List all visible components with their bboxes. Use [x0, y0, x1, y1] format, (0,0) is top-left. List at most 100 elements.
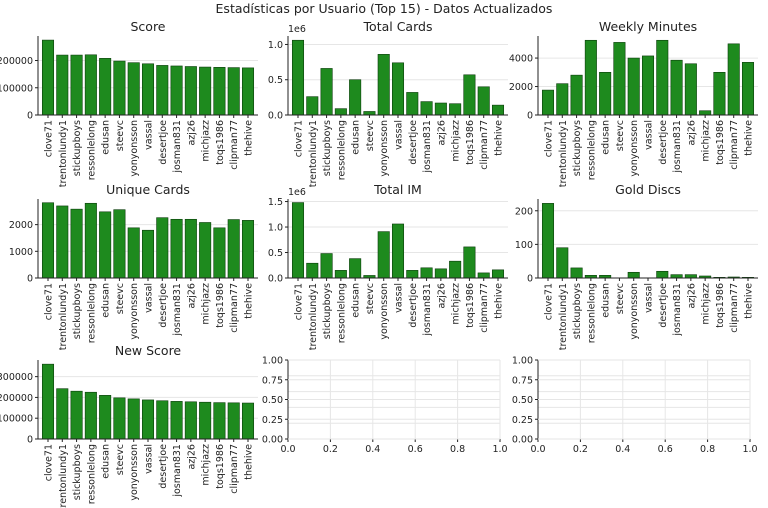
x-tick-label: toqs1986 [715, 283, 726, 328]
x-tick-label: azj26 [186, 444, 197, 470]
bar [170, 218, 183, 279]
y-tick-label: 1.0 [268, 223, 283, 234]
x-tick-label: josman831 [172, 444, 183, 498]
bar [699, 110, 712, 116]
bar [41, 363, 55, 440]
x-tick-label: azj26 [436, 283, 447, 309]
bar [727, 43, 740, 116]
x-tick-label: vassal [144, 120, 155, 150]
bar [641, 55, 655, 116]
bar [349, 258, 362, 279]
x-tick-label: trentonlundy1 [308, 283, 319, 350]
bar [241, 220, 255, 279]
bar [141, 399, 155, 440]
bar [670, 59, 683, 116]
x-tick-label: michjazz [701, 283, 712, 325]
x-tick-label: josman831 [672, 283, 683, 337]
x-tick-label: josman831 [422, 120, 433, 174]
bar [713, 71, 726, 116]
x-tick-label: 0.0 [530, 444, 545, 455]
x-tick-label: michjazz [201, 283, 212, 325]
subplot-6: Gold Discs 0 100 200 clove71 trentonlundy1 sti… [515, 182, 758, 350]
y-tick-label: 0.5 [268, 75, 283, 86]
bar [434, 268, 447, 279]
subplot-7: New Score 0 100000 200000 300000 clove71 trent… [0, 343, 258, 508]
bar [213, 67, 226, 116]
bar [41, 39, 55, 116]
x-tick-label: yonyonsson [379, 283, 390, 340]
x-tick-label: vassal [394, 120, 405, 150]
x-tick-label: vassal [144, 283, 155, 313]
bar [199, 222, 212, 279]
bar [184, 218, 197, 279]
x-tick-label: 1.0 [742, 444, 757, 455]
x-tick-label: clove71 [44, 444, 55, 481]
bar [491, 104, 505, 116]
x-tick-label: desertjoe [158, 444, 169, 489]
x-tick-label: desertjoe [408, 120, 419, 165]
bar [70, 208, 83, 279]
x-tick-label: thehive [744, 120, 755, 156]
x-tick-label: thehive [744, 283, 755, 319]
bar [227, 219, 240, 279]
x-tick-label: yonyonsson [129, 120, 140, 177]
x-tick-label: ressonlelong [336, 283, 347, 343]
y-tick-label: 0 [27, 111, 33, 122]
y-tick-label: 1.0 [268, 40, 283, 51]
bar [449, 260, 462, 279]
bar [56, 205, 69, 279]
x-tick-label: josman831 [672, 120, 683, 174]
x-tick-label: desertjoe [658, 283, 669, 328]
subplot-title: Score [130, 19, 165, 34]
y-offset-label: 1e6 [288, 24, 306, 35]
x-tick-label: ressonlelong [86, 444, 97, 504]
bar [156, 400, 169, 440]
x-tick-label: ressonlelong [336, 120, 347, 180]
x-tick-label: thehive [244, 283, 255, 319]
y-tick-label: 0.75 [512, 375, 533, 386]
bar [141, 63, 155, 116]
bar [306, 96, 319, 116]
subplot-title: Weekly Minutes [599, 19, 697, 34]
x-tick-label: desertjoe [408, 283, 419, 328]
x-tick-label: edusan [351, 120, 362, 155]
bar [113, 209, 126, 279]
x-tick-label: steevc [115, 444, 126, 475]
bar [70, 54, 83, 116]
y-tick-label: 0.75 [262, 375, 283, 386]
x-tick-label: clove71 [544, 283, 555, 320]
x-tick-label: 0.4 [615, 444, 630, 455]
bar [463, 246, 476, 279]
x-tick-label: ressonlelong [86, 120, 97, 180]
x-tick-label: 0.8 [700, 444, 715, 455]
bar [406, 92, 419, 116]
x-tick-label: trentonlundy1 [58, 283, 69, 350]
y-tick-label: 0 [527, 111, 533, 122]
bar [556, 83, 569, 116]
bar [541, 89, 555, 116]
bar [684, 63, 697, 116]
bar [320, 68, 333, 116]
x-tick-label: 0.6 [408, 444, 423, 455]
x-tick-label: azj26 [186, 120, 197, 146]
x-tick-label: michjazz [201, 444, 212, 486]
bar [170, 401, 183, 440]
bar [170, 65, 183, 116]
x-tick-label: steevc [615, 120, 626, 151]
bar [227, 402, 240, 440]
x-tick-label: michjazz [701, 120, 712, 162]
bar [434, 102, 447, 116]
bar [184, 66, 197, 116]
x-tick-label: thehive [244, 444, 255, 480]
y-tick-label: 0 [527, 274, 533, 285]
bar [56, 388, 69, 440]
y-tick-label: 1.00 [512, 356, 533, 367]
x-tick-label: vassal [144, 444, 155, 474]
x-tick-label: josman831 [172, 120, 183, 174]
x-tick-label: michjazz [451, 120, 462, 162]
bar [656, 270, 669, 279]
bar [291, 202, 305, 279]
bar [184, 401, 197, 440]
bar [199, 66, 212, 116]
